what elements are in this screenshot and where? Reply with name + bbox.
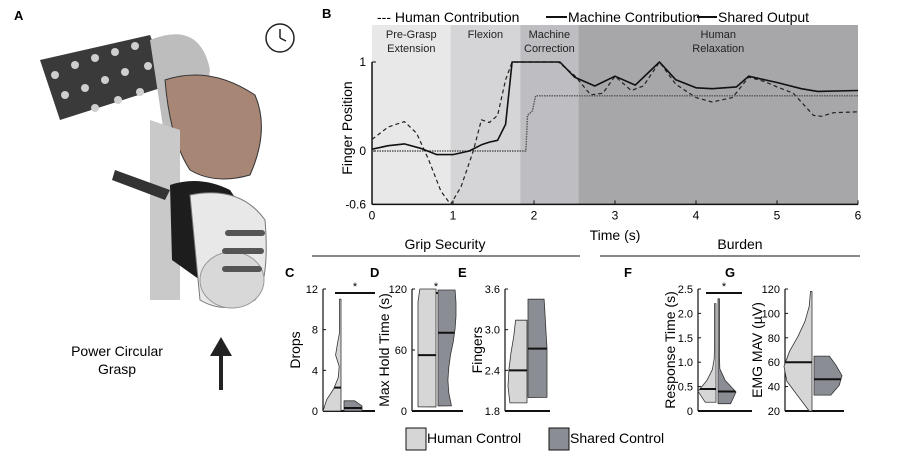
panel-label-b: B (322, 6, 331, 21)
series-machine-contribution (372, 95, 858, 152)
x-tick-label: 4 (693, 208, 700, 222)
y-tick-label: 0 (359, 144, 366, 158)
y-tick-label: 1.0 (678, 357, 693, 369)
y-tick-label: 60 (768, 357, 780, 369)
legend-human-control-swatch (405, 427, 427, 451)
phase-label: Relaxation (692, 43, 744, 55)
x-tick-label: 2 (531, 208, 538, 222)
y-tick-label: 120 (762, 284, 780, 296)
y-tick-label: 2.0 (678, 308, 693, 320)
violin-human-control (697, 303, 717, 403)
y-tick-label: 3.0 (485, 325, 500, 337)
panel-label-c: C (285, 265, 295, 280)
y-tick-label: 100 (762, 308, 780, 320)
violin-panel-g: 20 40 60 80 100 120 EMG MAV (µV) (749, 284, 844, 418)
legend-shared-control: Shared Control (570, 430, 664, 446)
violin-shared-control (717, 298, 737, 405)
violin-human-control (507, 319, 528, 404)
y-tick-label: 8 (312, 325, 318, 337)
y-axis-label: EMG MAV (µV) (749, 302, 765, 398)
y-tick-label: 0 (687, 406, 693, 418)
phase-label: Pre-Grasp (386, 29, 437, 41)
y-tick-label: 0 (401, 406, 407, 418)
legend-human-contribution: --- Human Contribution (377, 9, 519, 25)
y-tick-label: 2.4 (485, 365, 500, 377)
x-tick-label: 5 (774, 208, 781, 222)
group-burden: Burden (717, 236, 762, 252)
phase-band (450, 25, 521, 205)
significance-star: * (722, 281, 727, 293)
phase-label: Flexion (468, 29, 503, 41)
violin-human-control (417, 288, 437, 408)
violin-panel-c: 0 4 8 12 Drops * (287, 281, 375, 418)
y-axis-label: Response Time (s) (662, 291, 678, 408)
clock-icon (265, 23, 295, 53)
significance-star: * (353, 281, 358, 293)
phase-band (372, 25, 451, 205)
y-tick-label: 0 (312, 406, 318, 418)
y-tick-label: 40 (768, 382, 780, 394)
x-tick-label: 3 (612, 208, 619, 222)
y-tick-label: 4 (312, 365, 318, 377)
y-tick-label: 0.5 (678, 382, 693, 394)
phase-band (520, 25, 579, 205)
series-human-contribution (371, 61, 859, 205)
panel-label-e: E (458, 265, 467, 280)
y-axis-label: Finger Position (339, 81, 355, 174)
phase-label: Machine (529, 29, 571, 41)
violin-shared-control (813, 355, 843, 396)
y-tick-label: 2.5 (678, 284, 693, 296)
panel-label-a: A (14, 8, 24, 23)
prosthetic-hand-illustration (40, 34, 267, 309)
violin-shared-control (343, 400, 363, 412)
group-grip-security: Grip Security (405, 236, 486, 252)
y-tick-label: 12 (306, 284, 318, 296)
violin-shared-control (437, 289, 457, 407)
y-axis-label: Max Hold Time (s) (376, 293, 392, 407)
caption-line-1: Power Circular (71, 343, 163, 359)
y-tick-label: 1.8 (485, 406, 500, 418)
y-tick-label: 1.5 (678, 333, 693, 345)
legend-human-control: Human Control (427, 430, 521, 446)
y-tick-label: 60 (395, 345, 407, 357)
series-shared-output (371, 61, 859, 156)
y-axis-label: Fingers (469, 327, 485, 374)
phase-label: Correction (524, 43, 575, 55)
x-tick-label: 1 (450, 208, 457, 222)
y-tick-label: 3.6 (485, 284, 500, 296)
x-tick-label: 0 (369, 208, 376, 222)
caption-line-2: Grasp (98, 361, 136, 377)
violin-human-control (322, 298, 342, 412)
y-tick-label: 20 (768, 406, 780, 418)
y-tick-label: 1 (359, 55, 366, 69)
y-tick-label: -0.6 (345, 197, 366, 211)
y-tick-label: 80 (768, 333, 780, 345)
panel-label-g: G (725, 265, 735, 280)
violin-human-control (783, 291, 813, 412)
legend-shared-control-swatch (548, 427, 570, 451)
legend-shared-output: Shared Output (718, 9, 809, 25)
panel-label-d: D (370, 265, 379, 280)
significance-star: * (434, 281, 439, 293)
x-tick-label: 6 (855, 208, 862, 222)
y-axis-label: Drops (287, 331, 303, 368)
violin-panel-e: 1.8 2.4 3.0 3.6 Fingers (469, 284, 550, 418)
x-axis-label: Time (s) (590, 227, 641, 243)
up-arrow-icon (210, 337, 232, 390)
legend-machine-contribution: Machine Contribution (568, 9, 700, 25)
line-chart-finger-position: Pre-Grasp Extension Flexion Machine Correcti… (345, 25, 862, 222)
panel-label-f: F (624, 265, 632, 280)
phase-label: Extension (387, 43, 435, 55)
phase-band (578, 25, 858, 205)
y-tick-label: 120 (389, 284, 407, 296)
phase-label: Human (701, 29, 736, 41)
